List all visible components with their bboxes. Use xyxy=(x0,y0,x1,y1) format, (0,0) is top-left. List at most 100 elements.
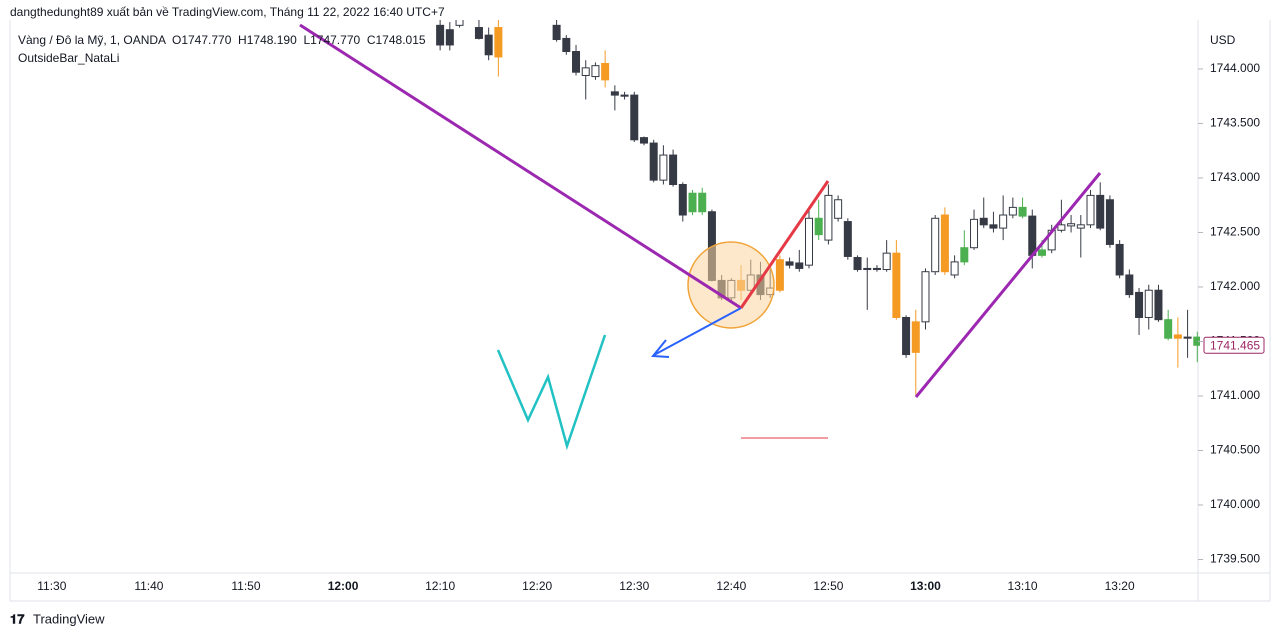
y-tick-label: 1743.500 xyxy=(1210,116,1260,130)
candle-body xyxy=(1067,223,1076,227)
x-tick-label: 13:20 xyxy=(1105,579,1135,593)
candle-body xyxy=(1164,319,1173,339)
x-tick-label: 12:20 xyxy=(522,579,552,593)
candle-body xyxy=(698,192,707,213)
arrow xyxy=(653,307,742,356)
candle-body xyxy=(562,37,571,53)
x-tick-label: 11:40 xyxy=(134,579,163,593)
y-tick-label: 1742.000 xyxy=(1210,279,1260,293)
candle-body xyxy=(1144,289,1153,318)
logo: 𝟏𝟕 xyxy=(10,611,25,626)
y-tick-label: 1741.000 xyxy=(1210,388,1260,402)
candle-body xyxy=(494,27,503,58)
x-tick-label: 13:10 xyxy=(1008,579,1038,593)
last-price-box xyxy=(1203,336,1265,354)
y-tick-label: 1744.000 xyxy=(1210,61,1260,75)
candle-body xyxy=(931,217,940,273)
candle-body xyxy=(843,221,852,257)
x-tick-label: 11:30 xyxy=(37,579,66,593)
candle-body xyxy=(1037,249,1046,256)
candle-body xyxy=(620,94,629,97)
candle-body xyxy=(1028,215,1037,256)
trend-line xyxy=(739,180,830,309)
candle-body xyxy=(1173,334,1182,339)
candle-body xyxy=(834,199,843,219)
candle-body xyxy=(1105,199,1114,245)
candle-body xyxy=(610,91,619,96)
candle-body xyxy=(630,94,639,141)
x-tick-label: 12:10 xyxy=(425,579,455,593)
candle-body xyxy=(678,183,687,216)
candle-body xyxy=(853,257,862,271)
candle-body xyxy=(824,194,833,241)
w-pattern xyxy=(496,334,607,451)
y-tick-label: 1740.000 xyxy=(1210,497,1260,511)
last-price-label: 1741.465 xyxy=(1210,338,1260,352)
candle-body xyxy=(1135,291,1144,318)
candle-body xyxy=(1057,224,1066,231)
candle-body xyxy=(921,271,930,323)
x-tick-label: 11:50 xyxy=(231,579,260,593)
candle-body xyxy=(1008,206,1017,216)
candle-body xyxy=(979,217,988,226)
candle-body xyxy=(1096,194,1105,229)
candle-body xyxy=(1193,336,1200,346)
candle-body xyxy=(474,27,483,39)
candle-body xyxy=(911,321,920,353)
candle-body xyxy=(484,34,493,56)
candle-body xyxy=(999,214,1008,229)
candle-body xyxy=(1125,274,1134,296)
candle-body xyxy=(1086,194,1095,226)
candle-body xyxy=(902,316,911,356)
y-tick-label: 1740.500 xyxy=(1210,443,1260,457)
x-tick-label: 12:50 xyxy=(813,579,843,593)
arrow-head xyxy=(650,339,670,358)
candle-body xyxy=(863,267,872,271)
candle-body xyxy=(882,252,891,271)
candle-body xyxy=(892,252,901,318)
candle-body xyxy=(814,217,823,236)
candle-body xyxy=(970,218,979,249)
y-tick-label: 1742.500 xyxy=(1210,225,1260,239)
candle-body xyxy=(552,24,561,41)
trend-line xyxy=(914,172,1102,398)
candle-body xyxy=(805,217,813,266)
candle-body xyxy=(688,192,697,213)
candle-body xyxy=(1076,224,1085,229)
indicator-name: OutsideBar_NataLi xyxy=(18,51,119,65)
candle-body xyxy=(872,267,881,271)
candle-body xyxy=(639,137,648,144)
x-tick-label: 12:00 xyxy=(328,579,359,593)
x-tick-label: 12:40 xyxy=(716,579,746,593)
candle-body xyxy=(940,214,949,273)
candle-body xyxy=(601,62,610,81)
branding: TradingView xyxy=(33,611,105,626)
x-tick-label: 13:00 xyxy=(910,579,941,593)
y-axis-label: USD xyxy=(1210,33,1236,47)
candle-body xyxy=(649,142,658,181)
ohlc-header: O1747.770 H1748.190 L1747.770 C1748.015 xyxy=(172,33,426,47)
y-tick-label: 1739.500 xyxy=(1210,552,1260,566)
chart-title: Vàng / Đô la Mỹ, 1, OANDA xyxy=(18,33,166,47)
candle-body xyxy=(1154,289,1163,321)
candle-body xyxy=(950,261,959,276)
candle-body xyxy=(785,261,794,266)
candle-body xyxy=(455,20,464,26)
candle-body xyxy=(591,65,600,78)
candle-body xyxy=(436,24,445,46)
drawings xyxy=(299,23,1102,451)
candle-body xyxy=(445,29,454,46)
logo-mark: 𝟏𝟕 xyxy=(10,611,25,626)
candle-body xyxy=(1183,336,1192,339)
candle-body xyxy=(581,67,590,76)
trend-line xyxy=(299,23,742,310)
candle-body xyxy=(989,224,998,229)
publisher: dangthedunght89 xuất bản về TradingView.… xyxy=(10,5,445,19)
x-tick-label: 12:30 xyxy=(619,579,649,593)
candle-body xyxy=(1018,206,1027,217)
candle-body xyxy=(659,154,668,181)
highlight-circle xyxy=(687,241,775,329)
y-tick-label: 1743.000 xyxy=(1210,170,1260,184)
